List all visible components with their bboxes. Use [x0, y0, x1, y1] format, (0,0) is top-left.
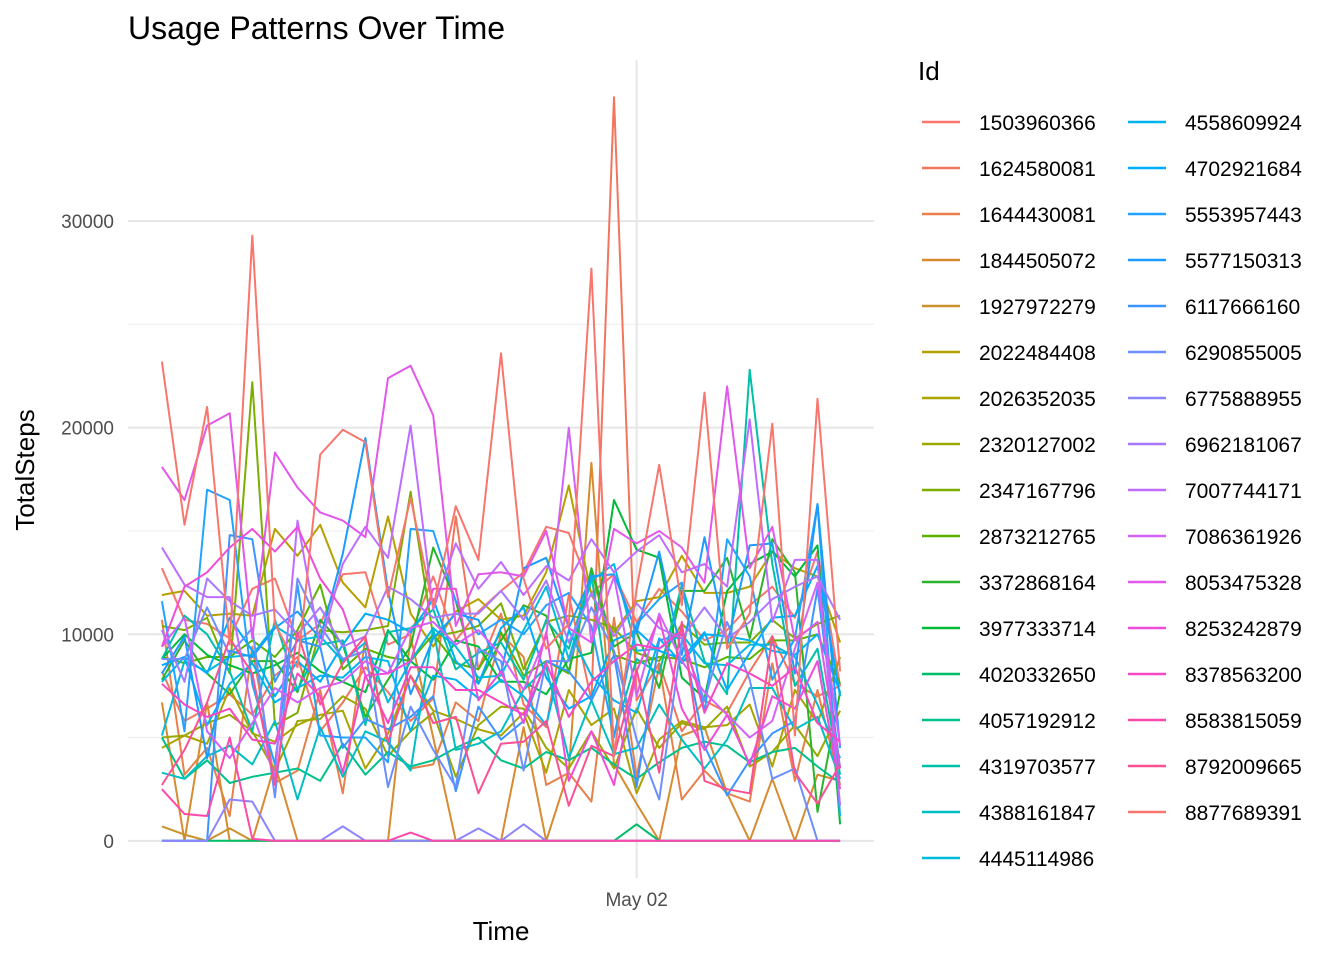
legend-label: 8877689391	[1185, 802, 1302, 825]
legend-label: 2347167796	[979, 480, 1096, 503]
legend-label: 4445114986	[979, 848, 1094, 871]
series-line-8792009665	[161, 620, 841, 807]
x-axis-title: Time	[473, 916, 530, 946]
series-line-6117666160	[161, 534, 842, 842]
series-line-5553957443	[160, 488, 842, 817]
y-tick-label: 20000	[61, 419, 114, 440]
series-line-3977333714	[161, 499, 842, 825]
series-line-2873212765	[161, 569, 842, 685]
y-tick-label: 0	[103, 832, 114, 853]
legend-label: 2873212765	[979, 526, 1096, 549]
legend-label: 3372868164	[979, 572, 1096, 595]
legend-label: 1927972279	[979, 296, 1096, 319]
legend-label: 1844505072	[979, 250, 1096, 273]
legend-label: 6117666160	[1185, 296, 1300, 319]
legend-label: 1503960366	[979, 112, 1096, 135]
series-line-6290855005	[161, 577, 841, 842]
legend-label: 2022484408	[979, 342, 1096, 365]
x-axis-ticks: May 02	[605, 890, 667, 911]
legend-label: 2026352035	[979, 388, 1096, 411]
series-line-4702921684	[161, 565, 842, 710]
series-line-4388161847	[161, 627, 842, 801]
series-line-3372868164	[161, 538, 842, 813]
y-tick-label: 30000	[61, 212, 114, 233]
series-lines	[160, 96, 842, 842]
legend-label: 8053475328	[1185, 572, 1302, 595]
legend-label: 6290855005	[1185, 342, 1302, 365]
legend-label: 4702921684	[1185, 158, 1302, 181]
legend-label: 6775888955	[1185, 388, 1302, 411]
y-tick-label: 10000	[61, 625, 114, 646]
legend-label: 7007744171	[1185, 480, 1302, 503]
legend-label: 2320127002	[979, 434, 1096, 457]
legend-label: 4319703577	[979, 756, 1096, 779]
chart-title: Usage Patterns Over Time	[128, 10, 505, 46]
legend-label: 5577150313	[1185, 250, 1302, 273]
legend-label: 1624580081	[979, 158, 1096, 181]
series-line-8583815059	[161, 736, 841, 842]
legend-label: 8583815059	[1185, 710, 1302, 733]
legend-label: 3977333714	[979, 618, 1096, 641]
legend-label: 8253242879	[1185, 618, 1302, 641]
series-line-4558609924	[161, 629, 842, 733]
legend-label: 5553957443	[1185, 204, 1302, 227]
series-line-8253242879	[160, 525, 842, 790]
legend-label: 7086361926	[1185, 526, 1302, 549]
legend-label: 4388161847	[979, 802, 1096, 825]
legend-label: 4057192912	[979, 710, 1096, 733]
series-line-8378563200	[161, 629, 841, 774]
legend-label: 4020332650	[979, 664, 1096, 687]
x-tick-label: May 02	[605, 890, 667, 911]
y-axis-ticks: 0 10000 20000 30000	[61, 212, 114, 853]
series-line-8877689391	[160, 234, 842, 758]
legend-label: 6962181067	[1185, 434, 1302, 457]
series-line-7007744171	[161, 418, 842, 806]
legend-label: 1644430081	[979, 204, 1096, 227]
series-line-8053475328	[161, 364, 842, 769]
legend: Id 1503960366 1624580081 1644430081 1844505…	[918, 56, 1302, 871]
legend-label: 4558609924	[1185, 112, 1302, 135]
y-axis-title: TotalSteps	[10, 409, 40, 530]
legend-label: 8792009665	[1185, 756, 1302, 779]
legend-label: 8378563200	[1185, 664, 1302, 687]
legend-title: Id	[918, 56, 940, 86]
